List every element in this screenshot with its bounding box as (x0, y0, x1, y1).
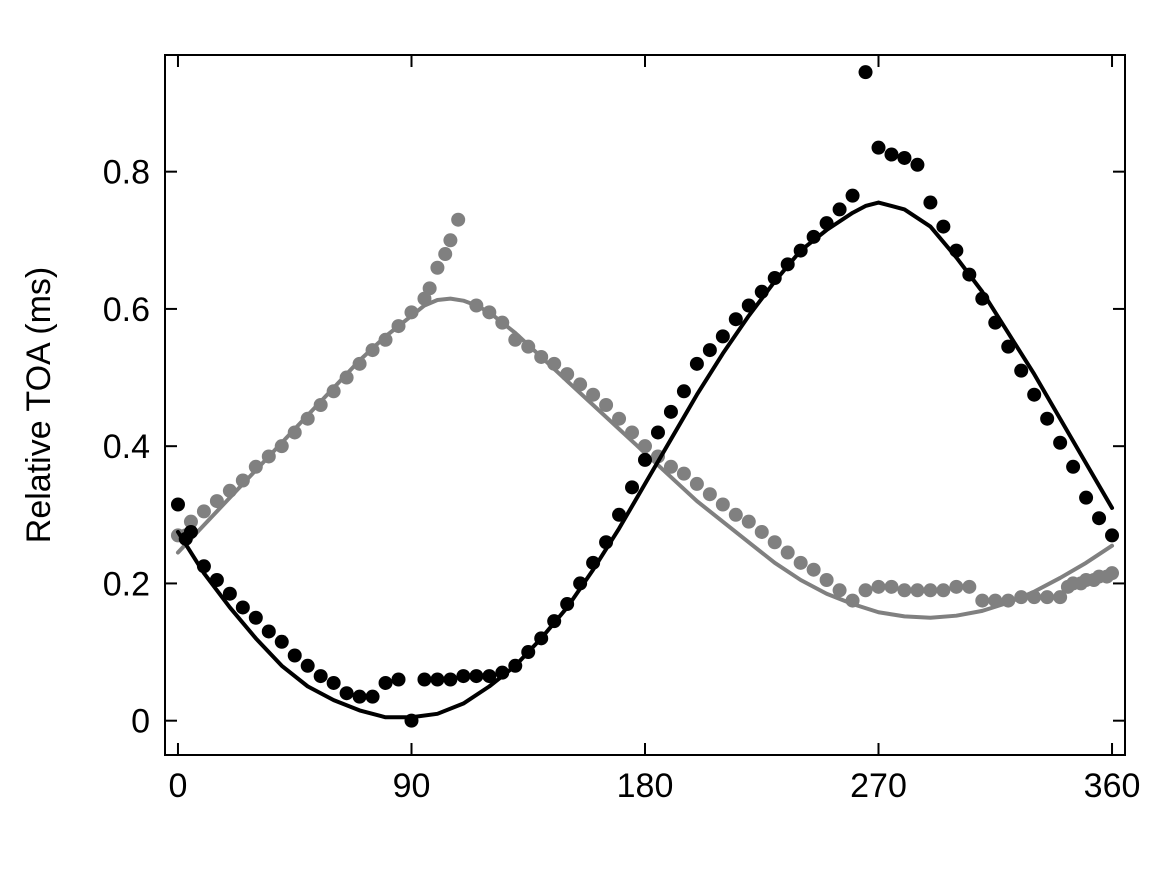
y-tick-label: 0.8 (103, 154, 150, 192)
y-axis-label: Relative TOA (ms) (20, 267, 58, 543)
chart-svg: 0 90 180 270 360 0 0.2 0.4 0.6 0.8 Relative TOA (m… (0, 0, 1167, 875)
x-tick-label: 180 (617, 767, 674, 805)
x-tick-label: 90 (393, 767, 431, 805)
y-tick-label: 0.4 (103, 428, 150, 466)
y-tick-label: 0 (131, 703, 150, 741)
x-tick-label: 0 (169, 767, 188, 805)
chart-container: 0 90 180 270 360 0 0.2 0.4 0.6 0.8 Relative TOA (m… (0, 0, 1167, 875)
y-tick-label: 0.6 (103, 291, 150, 329)
x-tick-label: 360 (1084, 767, 1141, 805)
x-tick-label: 270 (850, 767, 907, 805)
y-tick-label: 0.2 (103, 565, 150, 603)
